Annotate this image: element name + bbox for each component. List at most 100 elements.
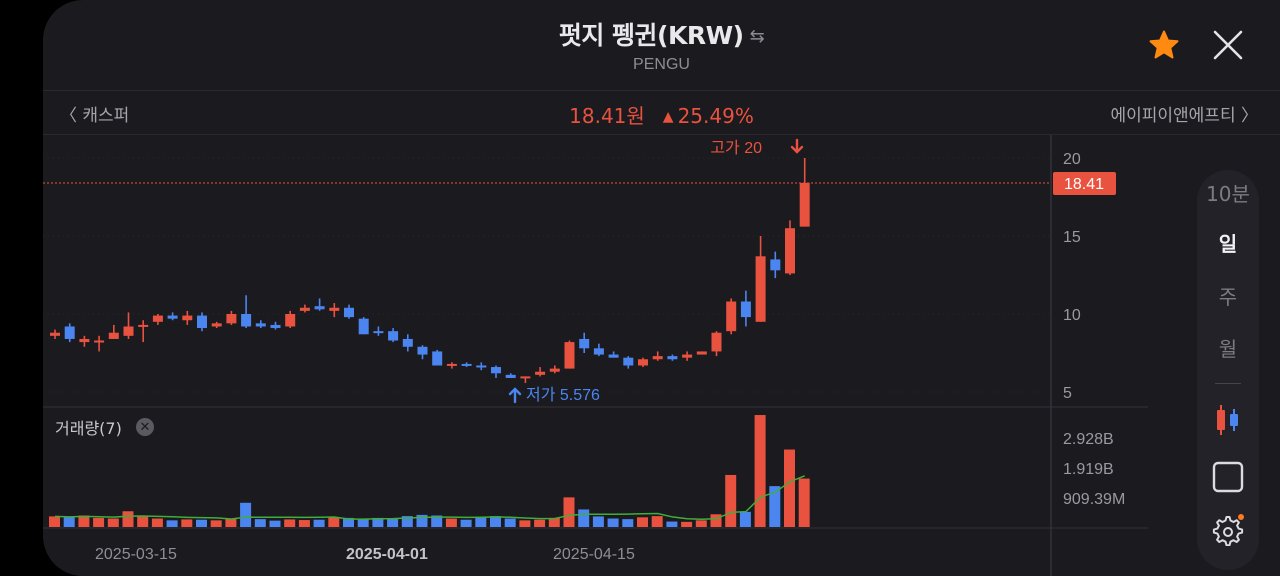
candle-body [461, 363, 472, 366]
volume-bar [710, 514, 722, 527]
candle-body [241, 314, 252, 327]
volume-bar [592, 516, 604, 527]
candle-body [667, 356, 678, 360]
volume-bar [769, 486, 781, 527]
prev-coin-link[interactable]: 〈 캐스퍼 [60, 101, 129, 126]
volume-bar [622, 519, 634, 527]
candle-body [535, 371, 546, 375]
swap-currency-icon[interactable]: ⇆ [749, 26, 765, 47]
candles-layer [50, 158, 810, 384]
candle-body [476, 365, 487, 368]
ticker-symbol: PENGU [633, 56, 690, 73]
header: 펏지 펭귄(KRW) ⇆ PENGU [43, 0, 1280, 90]
chevron-right-icon: 〉 [1235, 106, 1258, 126]
volume-bar [166, 520, 178, 527]
volume-bar [475, 517, 487, 527]
square-icon[interactable] [1212, 461, 1244, 493]
volume-bar [578, 509, 590, 527]
candle-body [505, 374, 516, 378]
chart-panel: 펏지 펭귄(KRW) ⇆ PENGU 〈 캐스퍼 18.41원 ▲ 25.49% 에이… [43, 0, 1280, 576]
volume-tick: 1.919B [1063, 461, 1114, 478]
candle-body [446, 363, 457, 366]
volume-bar [798, 478, 810, 527]
candle-body [799, 182, 810, 227]
date-label: 2025-03-15 [95, 546, 177, 563]
volume-bar [122, 511, 134, 527]
date-label: 2025-04-01 [346, 546, 428, 563]
volume-bar [490, 516, 501, 527]
volume-indicator-label: 거래량(7) [55, 419, 122, 438]
candle-body [726, 301, 737, 332]
title-text: 펏지 펭귄(KRW) [558, 21, 744, 50]
interval-10min[interactable]: 10분 [1206, 182, 1250, 206]
next-coin-link[interactable]: 에이피이앤에프티 〉 [1110, 101, 1258, 126]
volume-bar [681, 521, 693, 527]
price-tick: 20 [1063, 151, 1081, 168]
volume-bar [107, 518, 119, 527]
volume-bar [93, 517, 105, 527]
next-coin-label: 에이피이앤에프티 [1110, 106, 1236, 126]
volume-bar [343, 517, 354, 527]
notification-dot [1238, 514, 1244, 520]
candle-body [64, 326, 75, 339]
candle-body [564, 342, 575, 369]
volume-tick: 2.928B [1063, 431, 1114, 448]
arrow-up-icon [508, 387, 522, 404]
candle-body [285, 314, 296, 327]
candle-body [255, 323, 266, 327]
interval-day[interactable]: 일 [1218, 232, 1238, 256]
volume-bar [651, 516, 663, 527]
candle-body [138, 324, 149, 327]
candle-body [696, 351, 707, 355]
volume-bar [637, 517, 648, 527]
volume-bar [563, 497, 575, 527]
volume-bar [78, 515, 90, 527]
price-tick: 15 [1063, 229, 1081, 246]
candle-body [638, 359, 648, 366]
current-price-tag-text: 18.41 [1064, 176, 1104, 193]
remove-volume-indicator-button[interactable]: ✕ [136, 418, 154, 436]
close-icon[interactable] [1211, 28, 1245, 62]
candle-body [549, 368, 560, 372]
date-label: 2025-04-15 [553, 546, 635, 563]
candle-body [344, 307, 354, 318]
volume-bar [269, 520, 281, 527]
candle-body [314, 306, 325, 310]
candle-body [79, 338, 90, 343]
candle-body [94, 340, 105, 343]
interval-week[interactable]: 주 [1218, 285, 1238, 309]
volume-bar [357, 518, 369, 527]
volume-tick: 909.39M [1063, 491, 1125, 508]
high-price-label: 고가 20 [710, 139, 762, 157]
candle-body [388, 331, 399, 341]
candle-body [785, 228, 795, 274]
candle-body [402, 338, 413, 347]
chart-canvas[interactable]: 18.41 20 15 10 5 2.928B 1.919B 909.39M 고… [43, 135, 1280, 576]
page-title[interactable]: 펏지 펭귄(KRW) ⇆ [43, 16, 1280, 52]
candle-body [226, 314, 237, 324]
volume-bar [137, 515, 149, 527]
volume-bar [151, 518, 163, 527]
volume-ma-line [54, 475, 805, 521]
volume-bar [725, 474, 737, 527]
interval-month[interactable]: 월 [1218, 337, 1238, 361]
toolbar-divider [1215, 383, 1241, 384]
volume-bar [49, 516, 60, 527]
chevron-left-icon: 〈 [60, 106, 83, 126]
candle-body [152, 315, 163, 322]
candlestick-icon[interactable] [1212, 403, 1244, 437]
volume-bars-layer [49, 415, 810, 527]
change-percent: 25.49% [677, 104, 754, 128]
candle-body [417, 346, 428, 355]
candle-body [579, 338, 590, 349]
candle-body [593, 348, 604, 355]
volume-bar [666, 521, 678, 527]
candle-body [50, 332, 60, 336]
volume-bar [225, 518, 237, 527]
gear-icon[interactable] [1211, 512, 1245, 547]
volume-bar [695, 520, 707, 527]
volume-bar [784, 449, 795, 527]
candlestick-chart[interactable]: 18.41 20 15 10 5 2.928B 1.919B 909.39M 고… [43, 135, 1280, 576]
favorite-star-icon[interactable] [1147, 28, 1181, 62]
volume-bar [63, 517, 75, 527]
